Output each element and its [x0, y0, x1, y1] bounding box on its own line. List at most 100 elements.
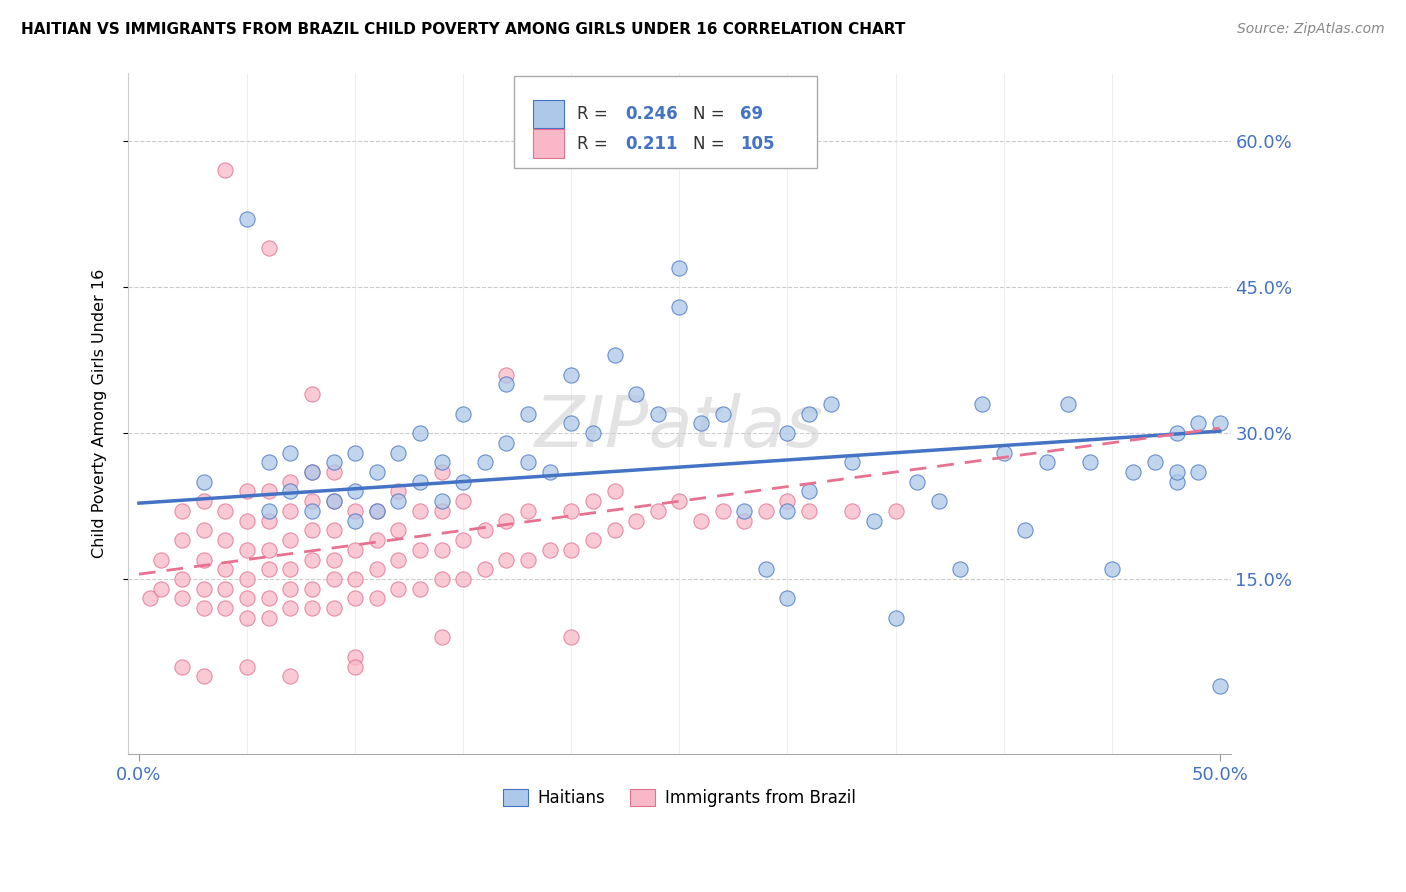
Point: [301, 504, 323, 518]
Point: [236, 572, 259, 586]
Point: [863, 514, 886, 528]
Point: [366, 465, 388, 479]
Point: [430, 455, 453, 469]
Point: [387, 552, 409, 566]
Point: [322, 455, 344, 469]
Point: [430, 631, 453, 645]
Point: [884, 611, 907, 625]
Point: [387, 524, 409, 538]
Point: [430, 504, 453, 518]
Point: [301, 601, 323, 615]
Point: [1166, 425, 1188, 440]
Point: [193, 524, 215, 538]
Point: [668, 494, 690, 508]
Point: [193, 669, 215, 683]
Point: [139, 591, 162, 606]
Point: [366, 591, 388, 606]
Point: [1166, 465, 1188, 479]
Point: [214, 163, 236, 178]
Point: [149, 552, 172, 566]
Point: [624, 387, 647, 401]
Point: [214, 582, 236, 596]
Point: [322, 494, 344, 508]
Point: [172, 504, 194, 518]
Point: [236, 611, 259, 625]
Point: [430, 465, 453, 479]
Point: [1143, 455, 1166, 469]
Point: [560, 417, 582, 431]
Text: N =: N =: [693, 135, 724, 153]
Point: [236, 514, 259, 528]
Point: [690, 514, 713, 528]
Point: [1122, 465, 1144, 479]
Point: [820, 397, 842, 411]
Point: [1209, 417, 1232, 431]
Point: [322, 465, 344, 479]
Point: [278, 601, 301, 615]
Point: [841, 504, 863, 518]
Point: [668, 260, 690, 275]
Point: [387, 445, 409, 459]
Point: [776, 591, 799, 606]
Point: [257, 455, 280, 469]
Point: [451, 475, 474, 489]
Point: [733, 514, 755, 528]
Point: [776, 504, 799, 518]
Point: [430, 494, 453, 508]
Point: [278, 562, 301, 576]
Point: [172, 572, 194, 586]
Point: [711, 504, 734, 518]
Point: [344, 659, 367, 673]
Point: [451, 533, 474, 548]
Point: [322, 601, 344, 615]
Text: Source: ZipAtlas.com: Source: ZipAtlas.com: [1237, 22, 1385, 37]
Point: [495, 368, 517, 382]
Point: [387, 582, 409, 596]
Point: [257, 514, 280, 528]
Point: [797, 484, 820, 499]
Point: [278, 484, 301, 499]
Point: [278, 475, 301, 489]
Point: [149, 582, 172, 596]
Point: [366, 562, 388, 576]
Point: [905, 475, 928, 489]
Point: [278, 533, 301, 548]
Point: [624, 514, 647, 528]
Point: [776, 494, 799, 508]
Point: [495, 552, 517, 566]
Point: [236, 484, 259, 499]
Point: [582, 425, 605, 440]
Point: [322, 494, 344, 508]
Point: [236, 542, 259, 557]
Point: [755, 562, 778, 576]
Point: [560, 631, 582, 645]
Point: [322, 572, 344, 586]
FancyBboxPatch shape: [515, 77, 817, 169]
Point: [172, 591, 194, 606]
Point: [797, 407, 820, 421]
Text: HAITIAN VS IMMIGRANTS FROM BRAZIL CHILD POVERTY AMONG GIRLS UNDER 16 CORRELATION: HAITIAN VS IMMIGRANTS FROM BRAZIL CHILD …: [21, 22, 905, 37]
Point: [236, 591, 259, 606]
Point: [193, 475, 215, 489]
Text: N =: N =: [693, 105, 724, 123]
Point: [278, 504, 301, 518]
Point: [517, 455, 540, 469]
Y-axis label: Child Poverty Among Girls Under 16: Child Poverty Among Girls Under 16: [93, 269, 107, 558]
Point: [278, 445, 301, 459]
Point: [538, 542, 561, 557]
Point: [1014, 524, 1036, 538]
Point: [257, 611, 280, 625]
Point: [451, 572, 474, 586]
Point: [214, 601, 236, 615]
Point: [993, 445, 1015, 459]
Point: [884, 504, 907, 518]
Point: [776, 425, 799, 440]
Text: ZIPatlas: ZIPatlas: [534, 392, 824, 462]
Point: [517, 552, 540, 566]
Point: [1166, 475, 1188, 489]
Point: [301, 582, 323, 596]
Point: [1101, 562, 1123, 576]
Point: [797, 504, 820, 518]
Point: [841, 455, 863, 469]
Point: [517, 504, 540, 518]
